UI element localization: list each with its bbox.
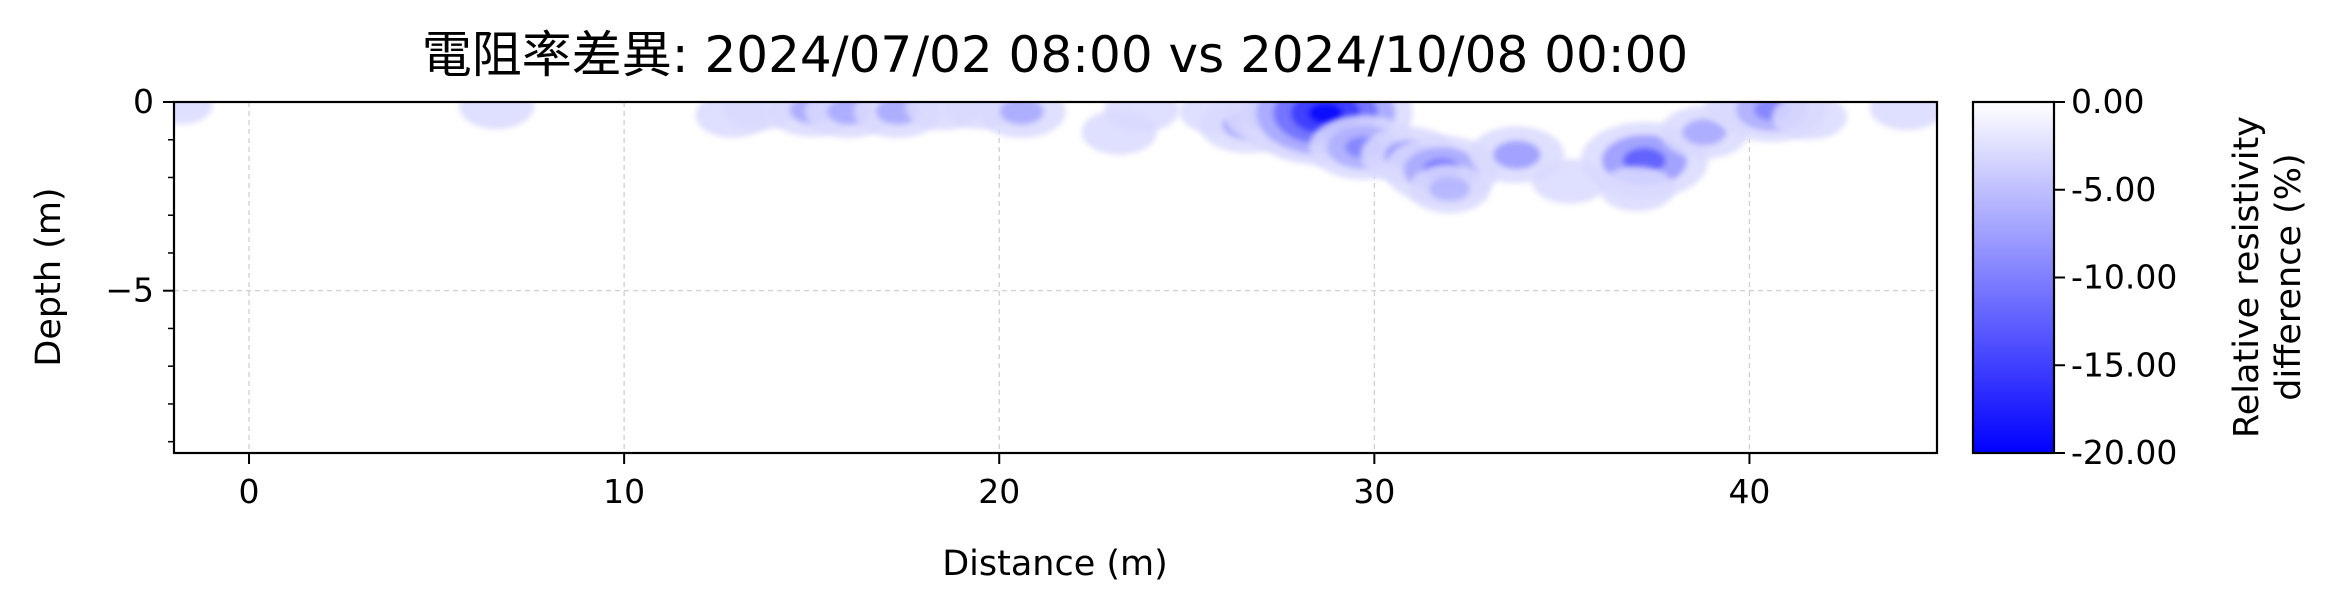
colorbar-tick-label: 0.00 — [2071, 82, 2144, 121]
anomaly-contour-level — [1308, 102, 1343, 124]
plot-frame — [172, 100, 1939, 455]
y-axis: 0 −5 — [105, 82, 174, 443]
anomaly — [174, 102, 213, 125]
anomaly — [1771, 102, 1847, 140]
colorbar-gradient — [1971, 100, 2056, 455]
anomaly — [1599, 166, 1675, 212]
colorbar-label-line2: difference (%) — [2269, 153, 2309, 400]
x-tick-label: 10 — [603, 472, 645, 511]
anomaly — [459, 102, 535, 130]
x-tick-label: 20 — [978, 472, 1020, 511]
colorbar-label-line1: Relative resistivity — [2227, 116, 2267, 438]
anomaly — [1104, 102, 1180, 133]
x-tick-label: 0 — [239, 472, 260, 511]
colorbar-ticks: 0.00 -5.00 -10.00 -15.00 -20.00 — [2054, 82, 2177, 472]
anomaly-contour-level — [1599, 166, 1675, 212]
x-axis: 0 10 20 30 40 — [239, 453, 1770, 511]
y-axis-label: Depth (m) — [29, 187, 69, 366]
colorbar-tick-label: -10.00 — [2071, 258, 2177, 297]
anomaly-contour-level — [1771, 102, 1847, 140]
anomaly-contour-level — [1428, 176, 1470, 202]
anomaly-contour-level — [999, 102, 1044, 125]
colorbar-tick-label: -20.00 — [2071, 433, 2177, 472]
y-tick-label: −5 — [105, 271, 154, 310]
x-tick-label: 40 — [1728, 472, 1770, 511]
colorbar: 0.00 -5.00 -10.00 -15.00 -20.00 Relative res… — [1971, 82, 2309, 472]
anomaly-contour-level — [1682, 118, 1727, 146]
anomaly-contour-level — [1869, 102, 1937, 131]
y-tick-label: 0 — [133, 82, 154, 121]
anomaly — [1408, 164, 1491, 214]
anomaly-contour-level — [1104, 102, 1180, 133]
anomaly-contour-level — [174, 102, 213, 125]
anomaly-contours — [174, 102, 1937, 214]
anomaly — [1869, 102, 1937, 131]
anomaly-contour-level — [459, 102, 535, 130]
anomaly — [977, 102, 1066, 138]
colorbar-tick-label: -15.00 — [2071, 345, 2177, 384]
chart-title: 電阻率差異: 2024/07/02 08:00 vs 2024/10/08 00… — [422, 26, 1689, 84]
colorbar-tick-label: -5.00 — [2071, 170, 2156, 209]
anomaly-contour-level — [1493, 140, 1541, 170]
x-tick-label: 30 — [1353, 472, 1395, 511]
x-axis-label: Distance (m) — [942, 544, 1168, 584]
